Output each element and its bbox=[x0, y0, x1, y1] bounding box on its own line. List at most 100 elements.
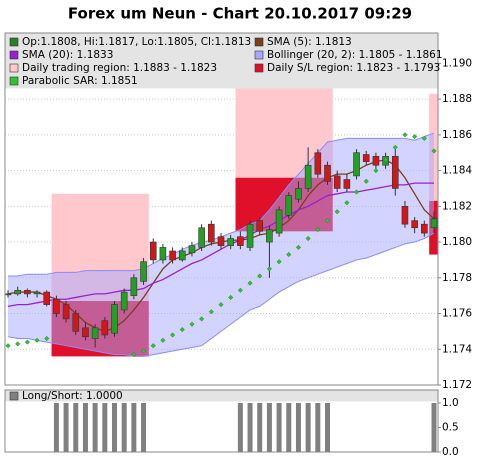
bar bbox=[141, 403, 147, 452]
sar-dot bbox=[353, 189, 360, 195]
sar-dot bbox=[150, 343, 156, 349]
candle-body bbox=[198, 227, 205, 248]
region-block bbox=[119, 193, 130, 302]
sar-dot bbox=[24, 339, 30, 345]
candle-body bbox=[5, 293, 12, 296]
candle-body bbox=[120, 291, 128, 311]
candle-body bbox=[353, 152, 360, 177]
candle-body bbox=[91, 327, 99, 339]
legend-label: Long/Short: 1.0000 bbox=[22, 390, 123, 402]
region-block bbox=[70, 193, 82, 302]
region-block bbox=[283, 33, 295, 178]
region-block bbox=[61, 193, 72, 302]
candle-body bbox=[33, 291, 41, 295]
sar-dot bbox=[257, 273, 263, 279]
legend-swatch bbox=[9, 391, 19, 401]
legend-box bbox=[5, 33, 438, 89]
bar bbox=[325, 403, 330, 452]
sar-dot bbox=[140, 348, 147, 354]
legend-label: Daily trading region: 1.1883 - 1.1823 bbox=[22, 62, 217, 74]
region-block bbox=[109, 193, 120, 302]
candle-body bbox=[24, 289, 31, 295]
sar-dot bbox=[208, 309, 214, 315]
sar-dot bbox=[363, 178, 369, 184]
candle-body bbox=[256, 220, 264, 232]
legend-swatch bbox=[254, 63, 264, 73]
bar bbox=[247, 403, 253, 452]
y-tick-label: 1.184 bbox=[442, 165, 472, 177]
candle-body bbox=[101, 320, 109, 336]
candle-body bbox=[217, 236, 225, 246]
candle-body bbox=[111, 304, 118, 334]
candle-body bbox=[149, 241, 157, 261]
candle-body bbox=[188, 245, 196, 254]
sar-dot bbox=[305, 235, 311, 242]
region-block bbox=[322, 33, 333, 178]
y-tick-label: 1.178 bbox=[442, 272, 472, 284]
sar-dot bbox=[373, 168, 379, 174]
region-block bbox=[264, 33, 275, 178]
legend-swatch bbox=[9, 63, 19, 73]
sar-dot bbox=[5, 343, 11, 349]
candle-body bbox=[421, 223, 428, 234]
legend-label: Op:1.1808, Hi:1.1817, Lo:1.1805, Cl:1.18… bbox=[22, 36, 251, 48]
sar-dot bbox=[131, 352, 137, 358]
y-tick-label: 0.5 bbox=[442, 422, 459, 434]
region-block bbox=[245, 33, 256, 178]
candle-body bbox=[430, 218, 438, 229]
candle-body bbox=[372, 155, 380, 166]
sar-dot bbox=[431, 148, 437, 154]
candle-body bbox=[140, 261, 147, 282]
candle-body bbox=[411, 220, 418, 229]
sar-dot bbox=[170, 332, 176, 338]
y-tick-label: 1.0 bbox=[442, 397, 459, 409]
bar bbox=[315, 403, 321, 452]
candle-body bbox=[246, 223, 254, 248]
bar bbox=[286, 403, 292, 452]
candle-body bbox=[82, 327, 89, 338]
candle-body bbox=[208, 223, 215, 243]
sar-dot bbox=[392, 144, 398, 150]
sar-dot bbox=[237, 287, 243, 293]
y-tick-label: 1.180 bbox=[442, 236, 472, 248]
sar-dot bbox=[402, 132, 408, 138]
region-block bbox=[235, 33, 246, 178]
bar bbox=[53, 403, 59, 452]
candle-body bbox=[237, 236, 244, 246]
bar bbox=[276, 403, 282, 452]
sar-dot bbox=[199, 316, 205, 322]
candle-body bbox=[178, 250, 186, 261]
candle-body bbox=[304, 164, 312, 189]
sar-dot bbox=[315, 227, 321, 233]
legend-label: Bollinger (20, 2): 1.1805 - 1.1861 bbox=[267, 49, 443, 61]
candle-body bbox=[43, 291, 51, 305]
legend-swatch bbox=[9, 37, 19, 47]
bar bbox=[295, 403, 301, 452]
bar bbox=[92, 403, 98, 452]
region-block bbox=[129, 193, 140, 302]
y-tick-label: 1.190 bbox=[442, 57, 472, 69]
bar bbox=[112, 403, 117, 452]
sar-dot bbox=[286, 252, 292, 258]
sar-dot bbox=[179, 327, 185, 333]
region-block bbox=[312, 33, 324, 178]
bar bbox=[237, 403, 243, 452]
sar-dot bbox=[334, 209, 340, 215]
y-tick-label: 1.176 bbox=[442, 308, 472, 320]
bar bbox=[73, 403, 79, 452]
main-frame bbox=[4, 32, 439, 386]
y-tick-label: 0.0 bbox=[442, 446, 459, 457]
bar bbox=[131, 403, 137, 452]
legend-swatch bbox=[254, 37, 264, 47]
sar-dot bbox=[247, 280, 253, 286]
main-plot bbox=[5, 33, 438, 385]
sar-dot bbox=[421, 135, 427, 141]
region-block bbox=[245, 177, 256, 232]
bar bbox=[305, 403, 311, 452]
chart-title: Forex um Neun - Chart 20.10.2017 09:29 bbox=[68, 5, 412, 23]
bar bbox=[431, 403, 437, 452]
candle-body bbox=[314, 152, 322, 175]
sar-dot bbox=[276, 259, 282, 265]
